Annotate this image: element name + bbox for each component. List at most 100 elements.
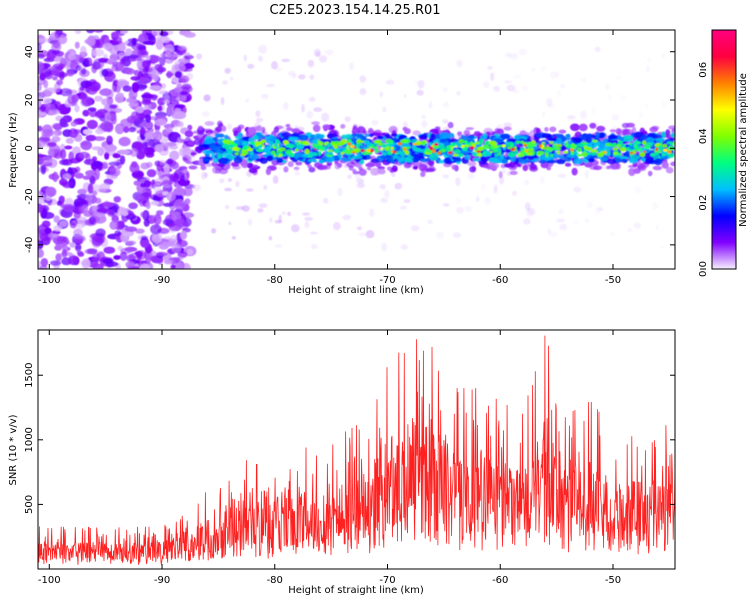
spectrogram-cell-3073 xyxy=(510,144,514,148)
spectrogram-cell-691 xyxy=(53,174,60,180)
spectrogram-cell-1796 xyxy=(649,126,658,133)
spectrogram-cell-3103 xyxy=(553,141,558,145)
spectrogram-cell-1848 xyxy=(352,170,360,175)
spectrogram-cell-1324 xyxy=(596,125,606,132)
spectrogram-cell-1177 xyxy=(231,236,236,240)
spectrogram-cell-2868 xyxy=(500,133,511,139)
spectrogram-cell-2840 xyxy=(556,159,566,165)
spectrogram-cell-795 xyxy=(48,109,61,115)
spectrogram-cell-776 xyxy=(104,144,117,152)
spectrogram-cell-1021 xyxy=(227,178,232,182)
spectrogram-cell-2870 xyxy=(541,133,551,139)
spectrogram-cell-945 xyxy=(182,150,189,158)
spectrogram-cell-1216 xyxy=(266,83,275,88)
spectrogram-cell-3096 xyxy=(593,141,600,146)
spectrogram-cell-914 xyxy=(246,188,254,192)
spectrogram-cell-860 xyxy=(142,40,156,45)
spectrogram-cell-778 xyxy=(124,226,138,232)
spectrogram-cell-1142 xyxy=(349,62,354,70)
spectrogram-cell-167 xyxy=(77,188,87,195)
spectrogram-cell-753 xyxy=(127,54,140,59)
spectrogram-cell-2980 xyxy=(472,153,478,157)
spectrogram-cell-1276 xyxy=(518,48,527,56)
spectrogram-cell-1261 xyxy=(159,52,167,58)
spectrogram-cell-132 xyxy=(128,126,137,133)
spectrogram-cell-2843 xyxy=(198,143,209,148)
spectrogram-cell-3245 xyxy=(501,144,506,148)
spectrogram-cell-864 xyxy=(59,70,65,81)
spectrogram-cell-2914 xyxy=(617,140,623,146)
spectrogram-cell-3170 xyxy=(643,145,651,150)
spectrogram-cell-1055 xyxy=(638,111,644,119)
spectrogram-cell-845 xyxy=(80,260,90,266)
spectrogram-cell-909 xyxy=(228,221,232,226)
spectrogram-cell-514 xyxy=(112,152,121,159)
spectrogram-cell-1964 xyxy=(358,168,367,176)
spectrogram-cell-1281 xyxy=(304,221,310,229)
spectrogram-cell-1870 xyxy=(637,163,647,171)
spectrogram-cell-960 xyxy=(416,89,424,96)
spectrogram-cell-802 xyxy=(59,178,68,186)
spectrogram-cell-684 xyxy=(64,145,73,150)
spectrogram-cell-1044 xyxy=(380,197,388,203)
spectrogram-cell-3196 xyxy=(268,140,274,146)
spectrogram-cell-703 xyxy=(65,137,74,144)
spectrogram-cell-3167 xyxy=(422,140,426,146)
spectrogram-cell-1821 xyxy=(255,125,263,132)
spectrogram-cell-1836 xyxy=(652,165,663,171)
spectrogram-cell-1809 xyxy=(503,126,512,131)
spectrogram-cell-1049 xyxy=(371,119,379,126)
spectrogram-cell-3120 xyxy=(452,153,459,157)
spectrogram-cell-898 xyxy=(96,208,109,213)
colorbar-axis: 0.0 0.2 0.4 0.6 xyxy=(698,62,709,277)
spectrogram-cell-1149 xyxy=(311,243,318,250)
spectrogram-cell-662 xyxy=(171,243,182,254)
spectrogram-cell-2699 xyxy=(312,159,318,163)
spectrogram-cell-208 xyxy=(128,202,138,210)
spectrogram-cell-1289 xyxy=(412,130,421,136)
spectrogram-cell-3111 xyxy=(373,146,379,150)
spectrogram-cell-1079 xyxy=(607,94,612,102)
spectrogram-cell-2939 xyxy=(590,149,598,154)
spectrogram-cell-849 xyxy=(173,172,179,184)
spectrogram-cell-702 xyxy=(119,251,128,261)
snr-x-axis: -100 -90 -80 -70 -60 -50 xyxy=(38,330,621,586)
spectrogram-cell-1934 xyxy=(202,133,208,138)
spectrogram-cell-3131 xyxy=(242,145,249,151)
spectrogram-xtick-label-5: -50 xyxy=(605,275,621,286)
spectrogram-cell-743 xyxy=(139,122,152,128)
snr-ytick-label-0: 500 xyxy=(24,495,35,514)
spectrogram-cell-600 xyxy=(154,118,167,127)
spectrogram-cell-1074 xyxy=(359,75,367,83)
spectrogram-cell-607 xyxy=(183,187,193,197)
spectrogram-cell-3215 xyxy=(274,139,280,144)
spectrogram-cell-1272 xyxy=(560,84,566,89)
spectrogram-cell-2725 xyxy=(598,132,605,139)
spectrogram-cell-836 xyxy=(109,220,119,230)
spectrogram-cell-826 xyxy=(181,83,192,91)
spectrogram-cell-755 xyxy=(174,257,181,263)
spectrogram-cell-219 xyxy=(91,190,98,196)
spectrogram-cell-2638 xyxy=(606,158,617,165)
spectrogram-cell-3262 xyxy=(390,146,394,150)
spectrogram-cell-2704 xyxy=(290,133,299,138)
spectrogram-cell-764 xyxy=(86,30,95,34)
spectrogram-cell-561 xyxy=(40,258,49,267)
spectrogram-cell-1195 xyxy=(230,76,234,81)
spectrogram-cell-1082 xyxy=(616,76,621,80)
spectrogram-cell-1833 xyxy=(221,125,227,132)
spectrogram-cell-2828 xyxy=(439,132,450,139)
spectrogram-cell-1921 xyxy=(402,126,408,132)
spectrogram-cell-1266 xyxy=(661,101,667,109)
spectrogram-cell-1088 xyxy=(484,196,492,205)
spectrogram-cell-2679 xyxy=(515,134,521,140)
spectrogram-cell-794 xyxy=(52,131,58,140)
spectrogram-cell-1859 xyxy=(389,169,394,173)
spectrogram-cell-1051 xyxy=(257,208,264,213)
spectrogram-cell-1246 xyxy=(304,216,313,221)
spectrogram-cell-3221 xyxy=(584,146,593,151)
spectrogram-cell-2788 xyxy=(355,133,363,138)
spectrogram-cell-190 xyxy=(95,128,104,135)
spectrogram-cell-897 xyxy=(45,196,52,202)
spectrogram-cell-3191 xyxy=(514,149,518,155)
